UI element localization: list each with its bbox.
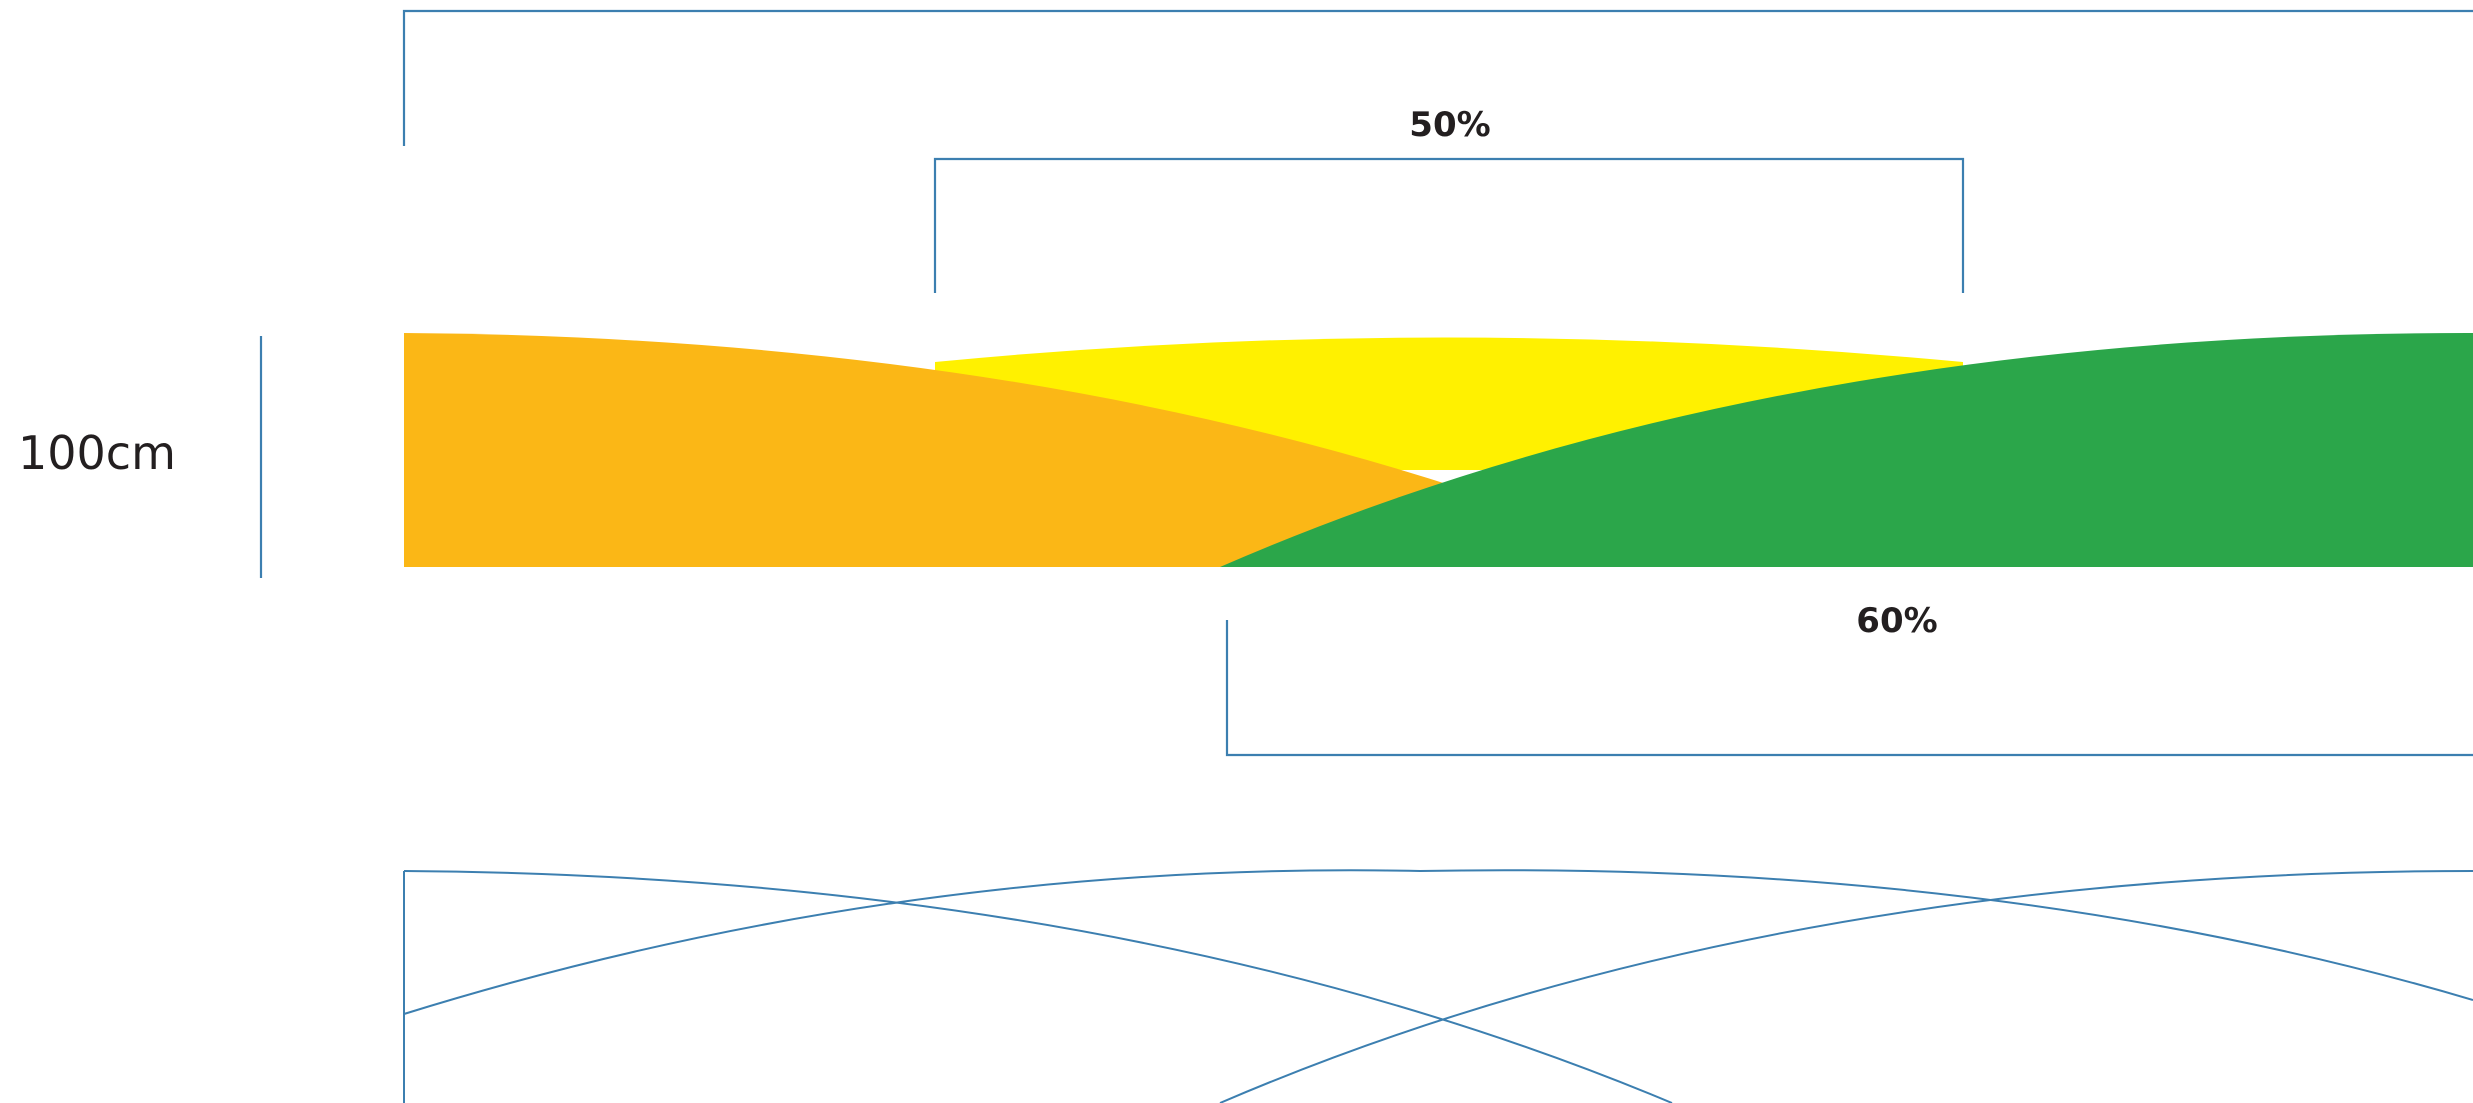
outline-left-arc: [403, 870, 1673, 1103]
overlap-bottom-label: 60%: [1856, 601, 1937, 641]
outline-middle-arc: [403, 869, 2473, 1015]
overlap-top-label: 50%: [1409, 105, 1490, 145]
overlap-bottom-bracket: [1225, 620, 2473, 757]
colored-layers: [404, 332, 2473, 567]
outline-right-arc: [1219, 870, 2473, 1103]
height-label: 100cm: [18, 426, 176, 480]
outline-construction: [403, 869, 2473, 1103]
top-width-bracket: [402, 9, 2473, 146]
orange-layer: [404, 333, 1672, 567]
overlap-top-bracket: [933, 157, 1965, 293]
green-layer: [1220, 332, 2473, 567]
